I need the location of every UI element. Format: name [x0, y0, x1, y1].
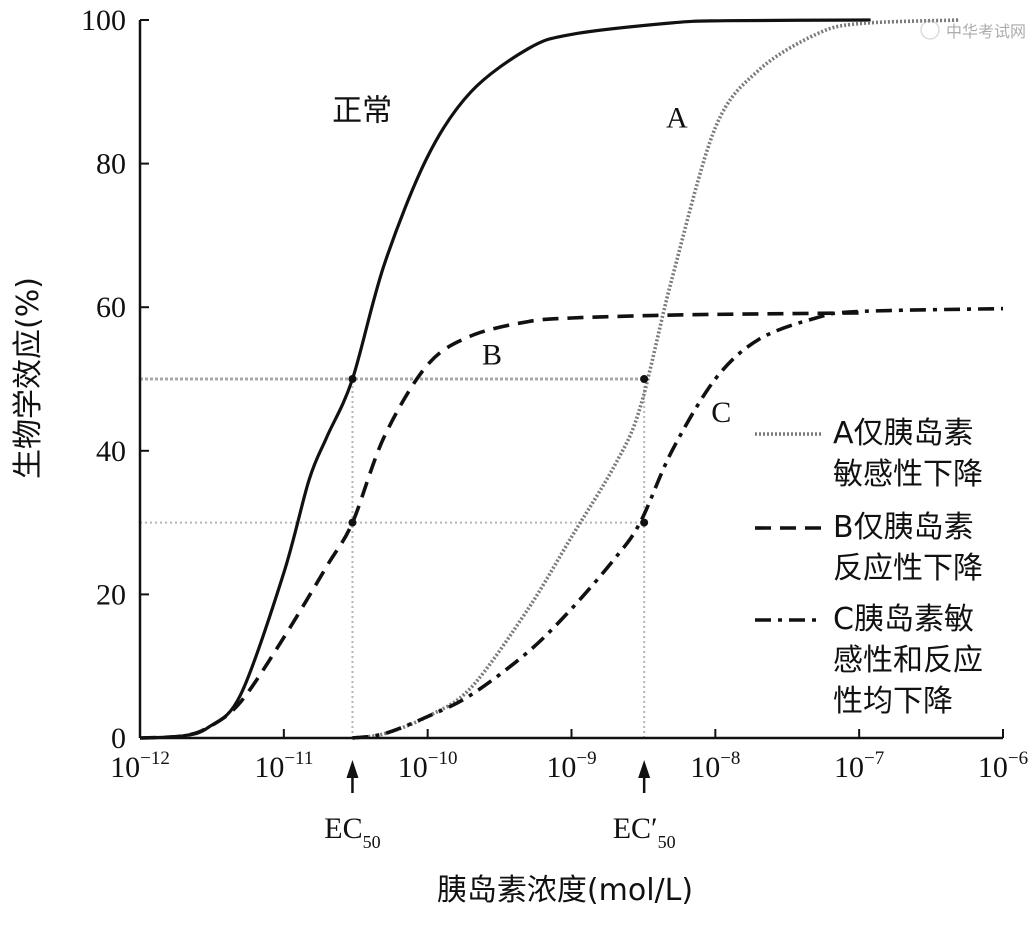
watermark-seal-icon: [920, 20, 940, 40]
ec50-arrow-icon: [346, 760, 359, 778]
ec-point-2: [348, 518, 357, 527]
axis-ticks: 10−12 10−11 10−10 10−9 10−8 10−7 10−6 0 20 40 60 80…: [81, 4, 1028, 784]
x-tick-label-3: 10−10: [398, 748, 458, 784]
y-tick-label-5: 80: [96, 148, 126, 181]
curve-labels: 正常 A B C: [332, 94, 731, 430]
legend-label-B-1: B仅胰岛素: [833, 510, 974, 545]
y-axis-title: 生物学效应(%): [11, 277, 46, 479]
y-tick-label-3: 40: [96, 435, 126, 468]
series-line-B: [139, 311, 860, 740]
x-tick-label-7: 10−6: [978, 748, 1028, 784]
y-tick-label-2: 20: [96, 578, 126, 611]
legend-label-C-2: 感性和反应: [833, 643, 983, 678]
ec50-label: EC50: [324, 812, 380, 852]
reference-markers: [348, 375, 649, 527]
series-line-normal: [139, 18, 871, 740]
curve-label-C: C: [711, 396, 731, 429]
ec50prime-label: EC′50: [613, 812, 676, 852]
y-tick-label-6: 100: [81, 4, 126, 37]
y-tick-label-4: 60: [96, 291, 126, 324]
ec-point-3: [640, 375, 649, 383]
ec-annotations: EC50 EC′50: [324, 760, 676, 852]
series-line-C: [352, 306, 1004, 740]
watermark: 中华考试网: [920, 20, 1026, 41]
legend-label-C-1: C胰岛素敏: [833, 602, 974, 637]
curve-label-normal: 正常: [332, 94, 392, 129]
series-lines: [139, 18, 1004, 740]
ec50prime-arrow-icon: [638, 760, 651, 778]
x-tick-label-1: 10−12: [110, 748, 170, 784]
reference-lines: [140, 377, 646, 738]
x-tick-label-6: 10−7: [834, 748, 884, 784]
curve-label-A: A: [666, 102, 688, 135]
x-axis-title: 胰岛素浓度(mol/L): [437, 873, 693, 908]
y-tick-label-1: 0: [111, 722, 126, 755]
legend-label-A-1: A仅胰岛素: [833, 416, 974, 451]
legend-label-B-2: 反应性下降: [833, 551, 983, 586]
x-tick-label-2: 10−11: [254, 748, 313, 784]
ec-point-1: [348, 375, 357, 383]
x-tick-label-4: 10−9: [546, 748, 596, 784]
ec-point-4: [640, 518, 649, 527]
watermark-text: 中华考试网: [946, 22, 1026, 41]
x-tick-label-5: 10−8: [690, 748, 740, 784]
curve-label-B: B: [482, 339, 502, 372]
legend-label-A-2: 敏感性下降: [833, 457, 983, 492]
legend-label-C-3: 性均下降: [833, 684, 953, 719]
